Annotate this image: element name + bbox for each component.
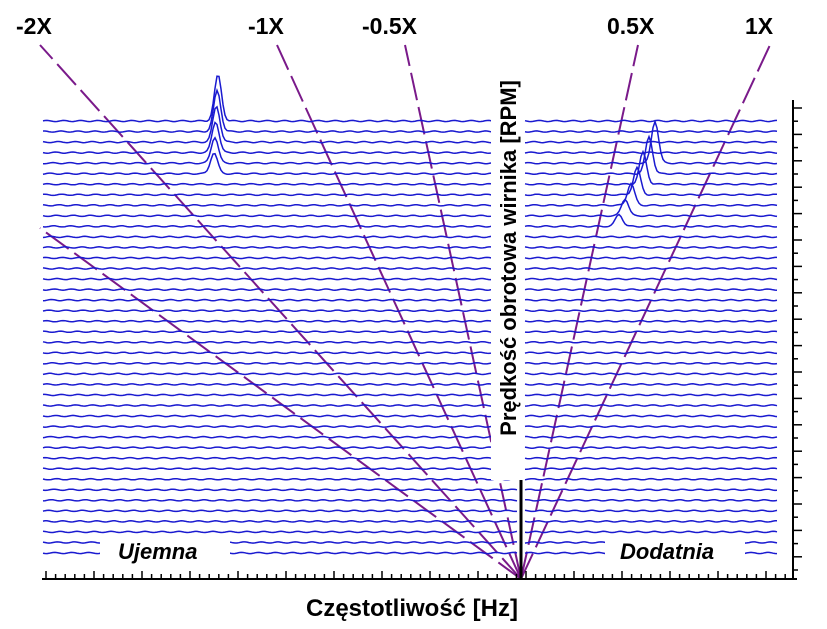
spectrum-trace [42,498,778,502]
y-axis-ticks [793,107,802,571]
y-axis-title-bg [491,40,523,480]
spectrum-trace [42,182,778,207]
order-line [276,44,522,580]
x-axis-ticks [45,571,786,579]
spectrum-trace [42,309,778,313]
order-line [520,44,771,580]
spectrum-trace [43,88,778,133]
order-label: 0.5X [607,13,655,39]
spectrum-trace [42,319,778,323]
order-label: -2X [16,13,52,39]
order-line [39,44,522,580]
spectrum-trace [42,383,778,386]
spectrum-trace [42,198,778,218]
spectrum-trace [42,456,778,460]
spectrum-trace [42,277,778,281]
spectrum-trace [42,134,778,176]
spectrum-trace [42,404,778,407]
spectrum-trace [43,361,778,365]
spectrum-trace [42,75,778,123]
y-axis-title: Prędkość obrotowa wirnika [RPM] [496,80,521,436]
order-label: -0.5X [362,13,418,39]
order-label: -1X [248,13,284,39]
spectrum-trace [42,372,778,376]
spectrum-trace [43,393,778,397]
spectrum-trace [42,165,778,197]
x-axis-title: Częstotliwość [Hz] [306,595,518,622]
spectrum-trace [42,477,778,481]
spectrum-trace [42,256,777,260]
order-line [39,227,522,580]
spectrum-trace [42,446,778,449]
negative-label-bg [100,537,230,567]
spectrum-trace [42,467,778,471]
spectrum-trace [42,267,778,270]
order-lines [39,44,771,580]
spectrum-traces [42,75,778,555]
order-labels: -2X -1X -0.5X 0.5X 1X [16,13,774,39]
spectrum-trace [42,298,778,302]
spectrum-trace [42,520,777,523]
spectrum-trace [42,235,778,239]
spectrum-trace [42,340,778,344]
negative-region-label: Ujemna [118,539,197,564]
spectrum-trace [42,414,778,418]
positive-region-label: Dodatnia [620,539,714,564]
spectrum-trace [42,509,778,513]
spectrum-trace [42,330,778,334]
spectrum-trace [42,488,778,492]
spectrum-trace [42,149,778,186]
spectrum-trace [42,530,778,534]
spectrum-trace [42,105,778,144]
spectrum-trace [42,435,778,439]
spectrum-trace [42,121,778,154]
spectrum-trace [42,425,778,428]
spectrum-trace [42,213,778,228]
order-label: 1X [745,13,774,39]
spectrum-trace [42,351,778,355]
spectrum-trace [42,288,778,291]
spectrum-trace [42,246,778,249]
positive-label-bg [605,537,745,567]
order-line [520,44,639,580]
